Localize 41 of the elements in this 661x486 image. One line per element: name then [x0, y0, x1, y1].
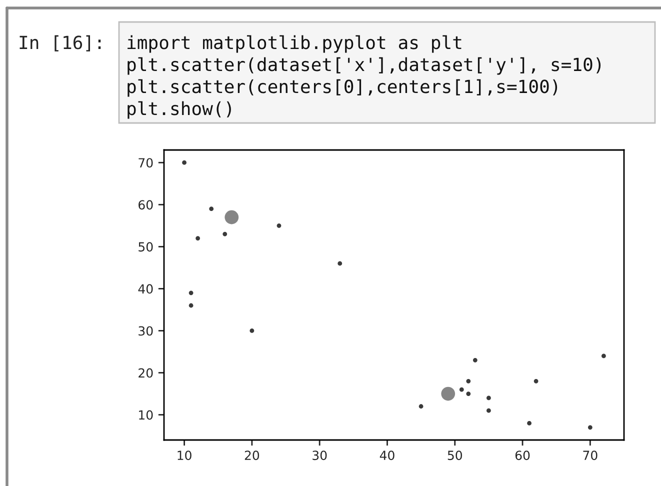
- y-tick-label: 60: [138, 200, 153, 210]
- point: [224, 210, 239, 224]
- x-tick-label: 50: [448, 450, 462, 460]
- x-tick-label: 60: [515, 450, 530, 460]
- text: plt.show(): [128, 101, 231, 119]
- text: plt.scatter(dataset['x'],dataset['y'], s=10): [128, 57, 601, 75]
- x-tick-label: 10: [178, 450, 192, 460]
- x-tick-label: 30: [312, 450, 327, 460]
- point: [250, 328, 254, 333]
- y-tick-label: 20: [138, 368, 153, 378]
- point: [196, 236, 200, 240]
- point: [182, 160, 186, 165]
- point: [486, 396, 491, 400]
- point: [459, 387, 464, 392]
- x-tick-label: 40: [380, 450, 394, 460]
- point: [418, 404, 424, 409]
- point: [188, 303, 194, 308]
- point: [466, 392, 471, 396]
- point: [209, 206, 214, 212]
- x-tick-label: 70: [583, 450, 598, 460]
- point: [188, 290, 194, 296]
- point: [534, 378, 538, 384]
- text: plt.scatter(centers[0],centers[1],s=100): [128, 79, 558, 97]
- point: [441, 386, 456, 401]
- y-tick-label: 40: [138, 284, 153, 294]
- point: [222, 232, 228, 236]
- x-tick-label: 20: [244, 450, 260, 460]
- point: [527, 420, 532, 426]
- point: [466, 378, 471, 384]
- y-tick-label: 50: [138, 242, 153, 252]
- y-tick-label: 70: [138, 158, 153, 168]
- y-tick-label: 10: [139, 410, 153, 420]
- point: [276, 223, 282, 228]
- point: [486, 408, 491, 413]
- point: [472, 358, 478, 362]
- point: [338, 261, 342, 266]
- text: In [16]:: [20, 35, 101, 52]
- y-tick-label: 30: [138, 326, 153, 336]
- text: import matplotlib.pyplot as plt: [128, 35, 462, 53]
- point: [588, 425, 592, 430]
- point: [602, 354, 606, 358]
